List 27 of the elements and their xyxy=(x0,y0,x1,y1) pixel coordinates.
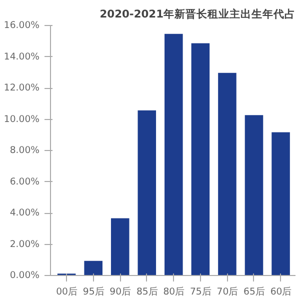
y-tick-label: 16.00% xyxy=(4,20,40,31)
x-tick-label: 60后 xyxy=(270,286,292,298)
bar xyxy=(83,260,104,276)
bar xyxy=(190,42,211,276)
x-tick-label: 80后 xyxy=(163,286,184,298)
bar xyxy=(110,217,130,276)
bar xyxy=(164,32,184,276)
x-tick-label: 75后 xyxy=(190,286,211,298)
bar xyxy=(217,72,238,276)
bar xyxy=(244,114,264,276)
y-tick-label: 12.00% xyxy=(4,82,40,94)
y-tick-label: 14.00% xyxy=(4,51,40,62)
x-tick-label: 00后 xyxy=(56,286,78,298)
bar xyxy=(270,131,291,276)
y-tick-label: 2.00% xyxy=(10,238,40,250)
y-tick-label: 6.00% xyxy=(10,176,40,188)
bar xyxy=(136,109,158,276)
y-tick-label: 10.00% xyxy=(4,114,40,125)
y-tick-label: 8.00% xyxy=(10,145,40,156)
x-tick-label: 65后 xyxy=(244,286,264,298)
chart-title: 2020-2021年新晋长租业主出生年代占 xyxy=(100,8,296,20)
y-tick-label: 0.00% xyxy=(10,270,40,281)
x-tick-label: 90后 xyxy=(110,286,131,298)
x-tick-label: 95后 xyxy=(82,286,104,298)
y-tick-label: 4.00% xyxy=(10,208,40,218)
x-tick-label: 70后 xyxy=(216,286,238,298)
x-tick-label: 85后 xyxy=(136,286,158,298)
